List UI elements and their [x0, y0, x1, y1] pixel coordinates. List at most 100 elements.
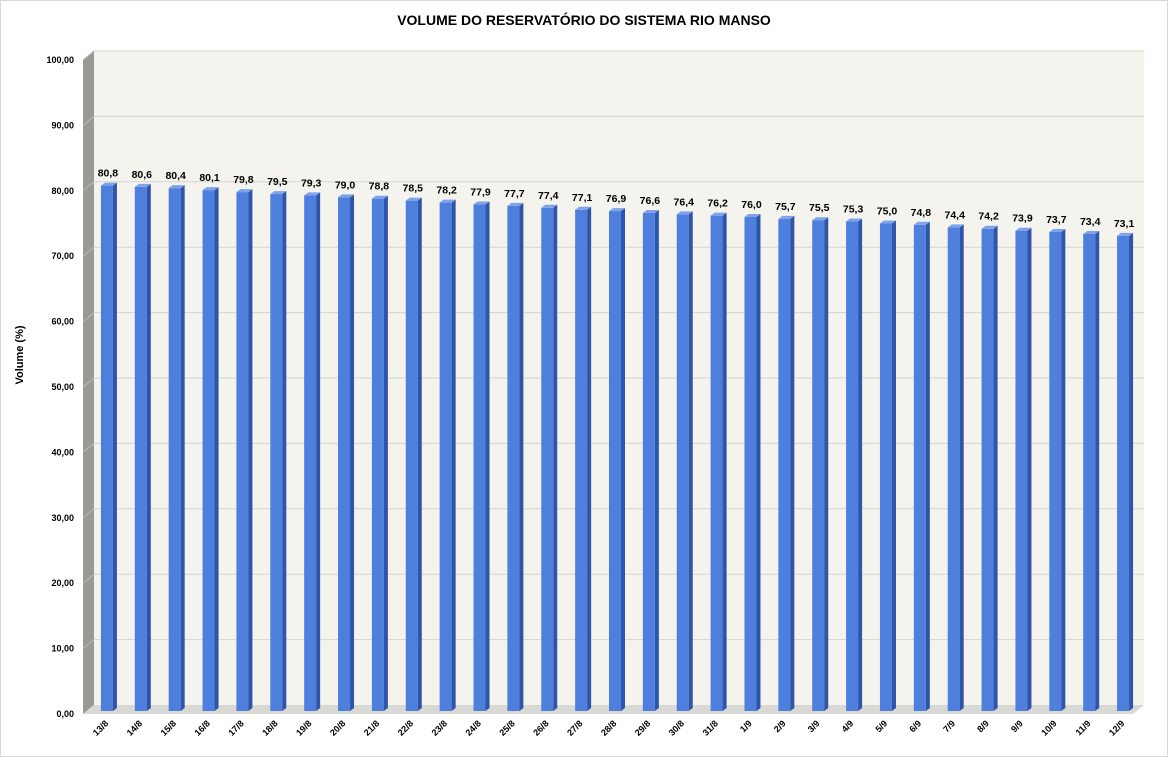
x-tick-label: 17/8: [226, 718, 245, 737]
bar-side: [180, 185, 185, 711]
bar: [134, 183, 151, 712]
data-label: 80,8: [98, 168, 119, 180]
bar-front: [507, 205, 520, 712]
bar-front: [947, 227, 960, 711]
data-label: 80,4: [165, 170, 186, 182]
bar-top: [202, 187, 219, 191]
data-label: 79,5: [267, 176, 288, 188]
bar-side: [1027, 227, 1032, 711]
x-tick-label: 8/9: [975, 718, 991, 734]
bar: [642, 210, 659, 711]
bar: [1083, 230, 1100, 712]
bar: [744, 213, 761, 711]
bar-side: [891, 220, 896, 711]
gridline-side: [82, 246, 95, 257]
x-tick-label: 9/9: [1009, 718, 1025, 734]
bar: [270, 191, 287, 711]
bar-side: [858, 218, 863, 711]
bar-front: [879, 223, 892, 711]
bar-front: [168, 188, 181, 711]
bar-front: [405, 200, 418, 712]
x-tick-label: 27/8: [565, 718, 584, 737]
y-tick-label: 60,00: [51, 317, 74, 327]
bar: [710, 212, 727, 712]
data-label: 73,1: [1114, 218, 1135, 230]
bar: [1015, 227, 1032, 711]
bar-side: [485, 201, 490, 711]
bar: [1049, 229, 1066, 711]
bar-front: [134, 186, 147, 712]
bar-top: [236, 189, 253, 193]
bar-top: [507, 202, 524, 206]
x-tick-label: 5/9: [873, 718, 889, 734]
bar-front: [371, 198, 384, 711]
bar-side: [722, 212, 727, 712]
bar-top: [778, 215, 795, 219]
bar-side: [621, 208, 625, 711]
x-tick-label: 22/8: [396, 718, 415, 737]
x-tick-label: 23/8: [430, 718, 449, 737]
bar-side: [756, 213, 761, 711]
bar: [338, 194, 355, 712]
bar-top: [710, 212, 727, 216]
bar-side: [553, 204, 558, 711]
data-label: 78,5: [403, 183, 424, 195]
bar-side: [1095, 230, 1100, 712]
y-tick-label: 70,00: [51, 251, 74, 261]
x-tick-label: 13/8: [91, 718, 110, 737]
bar-top: [541, 204, 558, 208]
gridline-side: [82, 443, 95, 453]
bar-side: [383, 195, 388, 711]
data-label: 77,4: [538, 190, 559, 202]
bar-front: [236, 192, 249, 711]
bar: [439, 199, 456, 711]
gridline-side: [82, 116, 95, 126]
bar: [778, 215, 795, 711]
data-label: 80,1: [199, 172, 220, 184]
bar-side: [214, 187, 219, 711]
gridline-side: [82, 573, 95, 584]
bar: [168, 185, 185, 711]
x-tick-label: 6/9: [907, 718, 923, 734]
y-tick-label: 80,00: [51, 186, 74, 196]
x-tick-label: 21/8: [362, 718, 381, 737]
bar: [473, 201, 490, 711]
data-label: 76,6: [640, 195, 661, 207]
gridline-side: [82, 312, 95, 322]
data-label: 75,7: [775, 201, 796, 213]
x-tick-label: 4/9: [840, 718, 856, 734]
data-label: 75,5: [809, 202, 830, 214]
bar-top: [1049, 229, 1066, 233]
y-tick-label: 0,00: [56, 709, 74, 719]
bar-side: [654, 210, 659, 711]
gridline-side: [82, 639, 95, 649]
bar-top: [473, 201, 490, 205]
bar-front: [304, 195, 317, 712]
bar-side: [248, 189, 253, 711]
bar-top: [168, 185, 185, 189]
bar-top: [879, 220, 896, 224]
bar-front: [676, 214, 689, 711]
bar-top: [812, 217, 829, 221]
bar-front: [1083, 233, 1096, 712]
data-label: 76,2: [707, 198, 728, 210]
x-tick-label: 19/8: [294, 718, 313, 737]
x-tick-label: 3/9: [806, 718, 822, 734]
bar-side: [282, 191, 287, 711]
bar-front: [100, 185, 113, 711]
data-label: 73,9: [1012, 213, 1033, 225]
bar-side: [1129, 232, 1134, 711]
bar-front: [642, 213, 655, 711]
x-tick-label: 29/8: [633, 718, 652, 737]
bar-top: [371, 195, 388, 199]
x-tick-label: 10/9: [1039, 718, 1058, 737]
bar-front: [778, 218, 791, 711]
bar-side: [519, 202, 524, 712]
bar-top: [575, 206, 592, 210]
bar-side: [451, 199, 456, 711]
x-tick-label: 26/8: [531, 718, 550, 737]
x-tick-label: 14/8: [125, 718, 144, 737]
x-tick-label: 16/8: [192, 718, 211, 737]
bar: [541, 204, 558, 711]
bar-side: [587, 206, 592, 712]
